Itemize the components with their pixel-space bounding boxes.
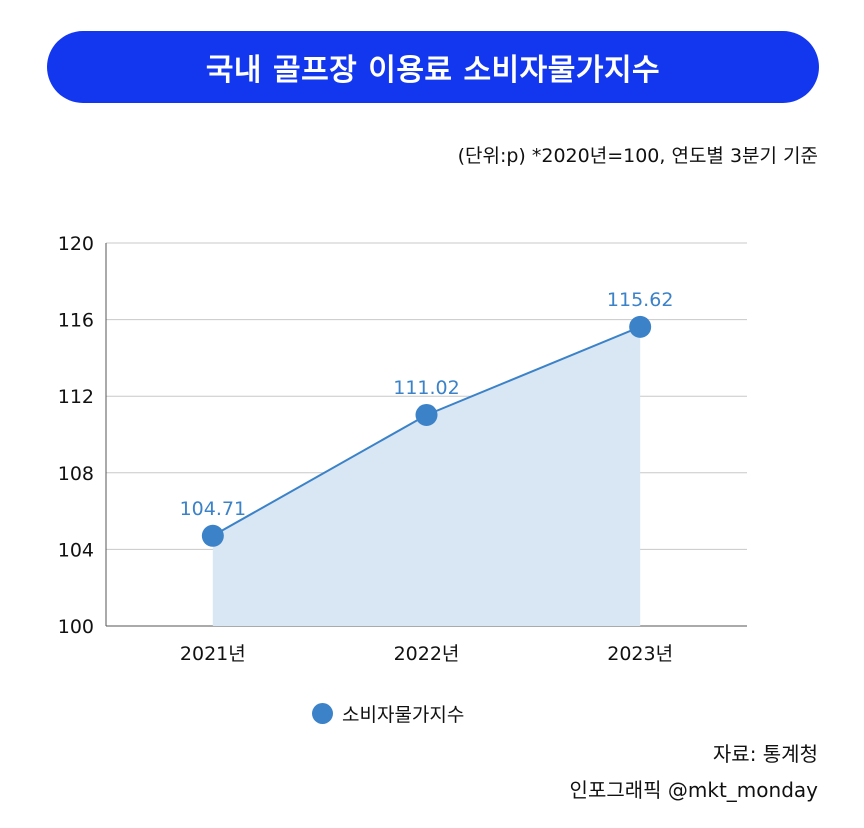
legend-marker [312,703,333,724]
y-tick-label: 100 [58,616,94,638]
y-tick-label: 112 [58,386,94,408]
source-note: 자료: 통계청 [712,742,818,766]
x-tick-label: 2021년 [180,643,246,665]
data-point [415,403,438,426]
chart-title: 국내 골프장 이용료 소비자물가지수 [205,53,661,88]
legend: 소비자물가지수 [312,700,464,727]
data-label: 115.62 [607,289,673,311]
series-area [212,326,641,626]
credit-note: 인포그래픽 @mkt_monday [569,778,818,802]
x-tick-label: 2023년 [607,643,673,665]
legend-label: 소비자물가지수 [342,704,465,726]
data-point [629,315,652,338]
title-banner: 국내 골프장 이용료 소비자물가지수 [47,31,819,103]
y-tick-label: 108 [58,463,94,485]
y-tick-label: 116 [58,310,94,332]
data-label: 111.02 [393,377,459,399]
unit-note: (단위:p) *2020년=100, 연도별 3분기 기준 [457,145,818,167]
data-label: 104.71 [180,498,246,520]
x-tick-label: 2022년 [394,643,460,665]
data-point [201,524,224,547]
y-tick-label: 120 [58,233,94,255]
y-tick-label: 104 [58,539,94,561]
